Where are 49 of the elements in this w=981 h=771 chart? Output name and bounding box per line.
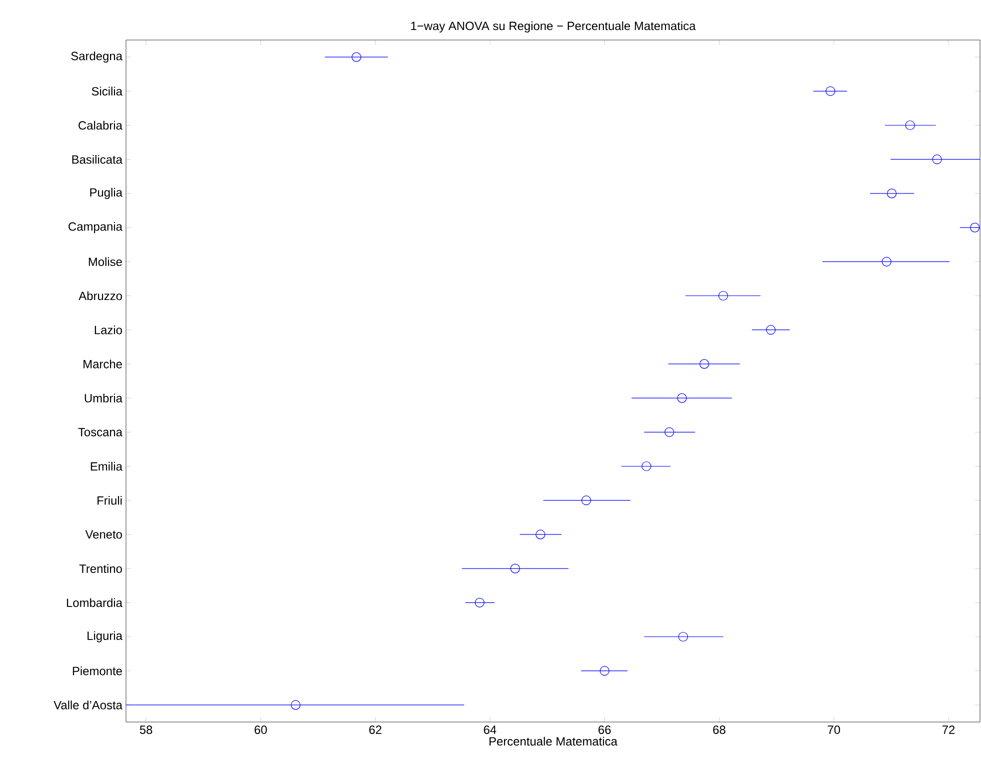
y-tick-label: Campania (68, 222, 122, 234)
point (826, 86, 836, 96)
point (882, 256, 892, 266)
point (886, 188, 897, 198)
x-tick-label: 66 (598, 726, 611, 734)
point (352, 52, 362, 62)
y-tick-label: Liguria (88, 631, 122, 642)
x-tick-label: 70 (828, 726, 840, 734)
point (678, 632, 688, 642)
y-tick-label: Umbria (84, 394, 122, 402)
y-tick-label: Toscana (78, 428, 122, 436)
point (510, 564, 520, 574)
point (536, 530, 546, 540)
x-tick-label: 62 (369, 726, 382, 734)
y-tick-label: Trentino (79, 564, 122, 573)
y-tick-label: Molise (88, 257, 122, 266)
y-tick-label: Marche (84, 360, 122, 368)
y-tick-label: Veneto (85, 530, 122, 539)
x-tick-label: 58 (140, 726, 152, 734)
point (700, 359, 710, 369)
y-tick-label: Lombardia (66, 598, 122, 608)
point (718, 290, 728, 301)
point (905, 120, 915, 130)
y-tick-label: Basilicata (72, 154, 122, 164)
point (600, 666, 610, 676)
y-tick-label: Sicilia (92, 86, 122, 96)
y-tick-label: Puglia (90, 188, 122, 200)
x-tick-label: 64 (484, 726, 496, 734)
x-axis-title: Percentuale Matematica (490, 736, 618, 746)
y-tick-label: Piemonte (72, 666, 122, 676)
chart-title: 1−way ANOVA su Regione − Percentuale Matematica (411, 21, 696, 33)
y-tick-label: Lazio (94, 325, 122, 334)
y-tick-label: Emilia (90, 462, 122, 471)
y-tick-label: Friuli (98, 496, 122, 505)
point (581, 496, 592, 506)
y-tick-label: Abruzzo (78, 291, 122, 300)
point (290, 700, 300, 710)
point (677, 393, 687, 403)
y-tick-label: Valle d’Aosta (54, 700, 122, 710)
point (664, 427, 674, 437)
x-tick-label: 68 (713, 726, 726, 734)
x-tick-label: 72 (942, 726, 955, 734)
y-tick-label: Calabria (78, 120, 122, 130)
point (474, 598, 484, 608)
point (766, 325, 776, 335)
y-tick-label: Sardegna (71, 51, 122, 63)
point (642, 461, 652, 472)
point (932, 154, 942, 164)
x-tick-label: 60 (254, 726, 267, 734)
